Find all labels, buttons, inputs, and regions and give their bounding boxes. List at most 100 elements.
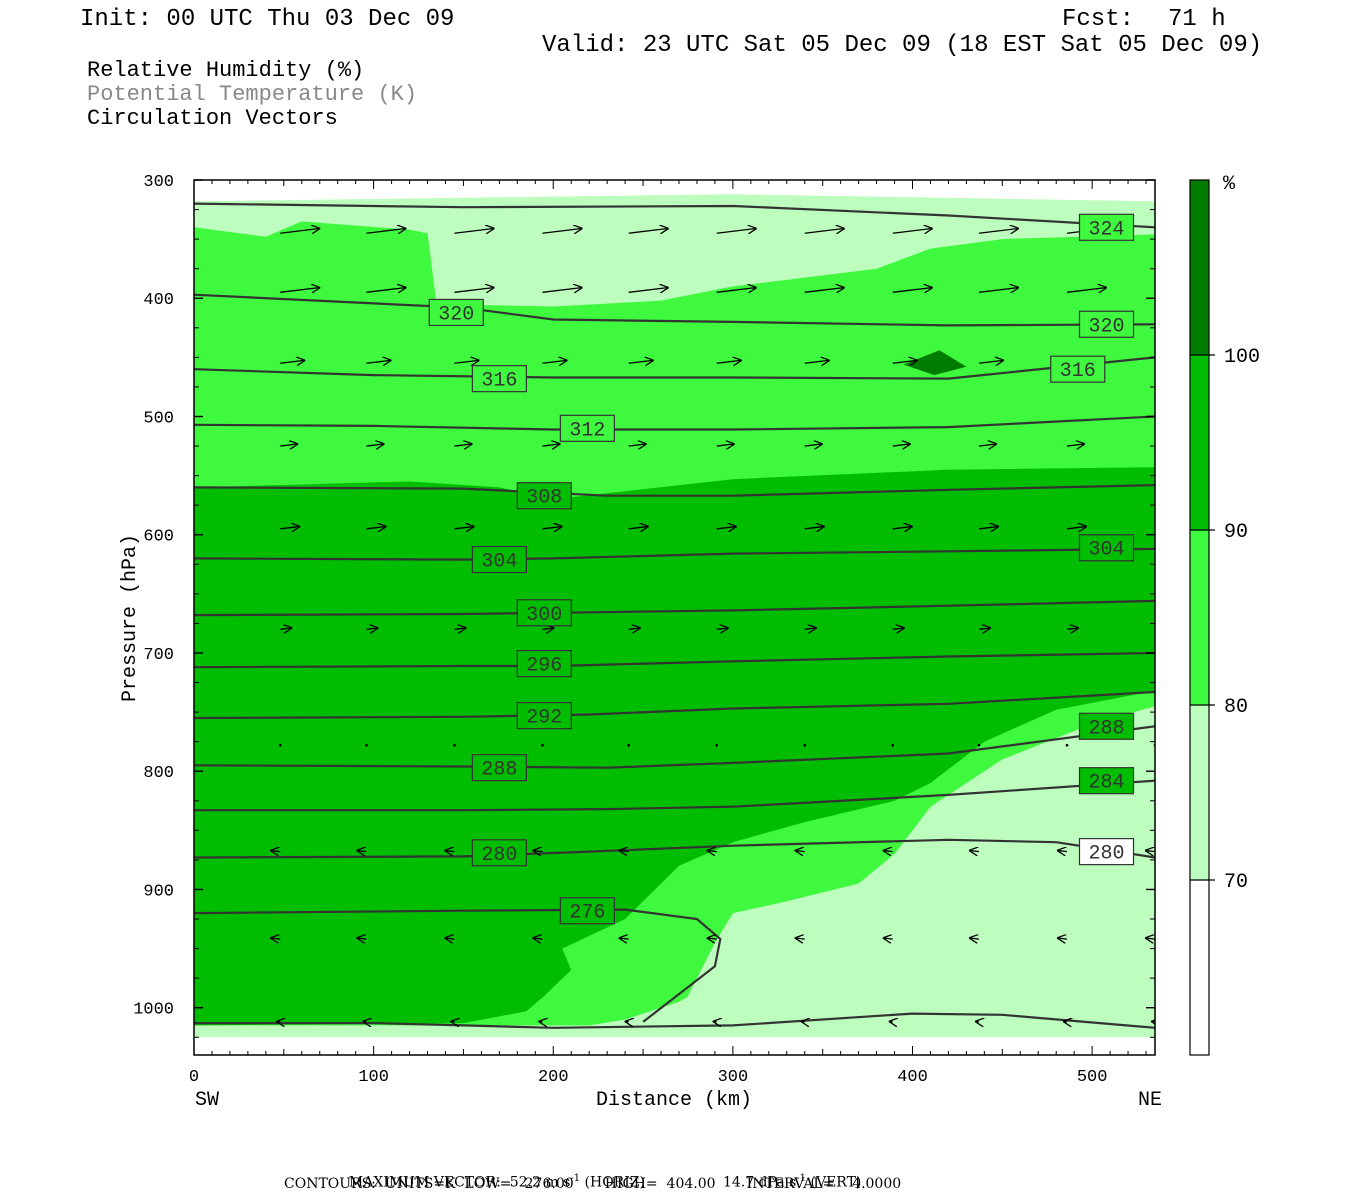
y-tick-label-900: 900 [143,882,174,901]
vector-8-2 [444,938,455,939]
theta-label-324: 324 [1078,213,1135,241]
y-tick-label-1000: 1000 [133,1001,174,1020]
vector-3-6 [804,444,823,446]
vector-1-9 [1066,288,1107,293]
vector-8-6 [795,938,805,939]
x-axis-title: Distance (km) [596,1089,752,1112]
vector-0-4 [628,228,669,233]
svg-text:296: 296 [526,655,562,678]
circulation-vectors [270,228,1155,1021]
theta-label-304: 304 [471,545,527,574]
theta-label-288: 288 [1078,712,1135,740]
theta-label-300: 300 [516,599,572,627]
colorbar-level-80: 80 [1224,696,1248,719]
vector-8-3 [532,938,543,939]
vector-7-5 [707,850,717,851]
vector-2-1 [366,360,391,363]
vector-4-9 [1066,526,1087,528]
theta-contour-labels: 324 320 320 316 316 312 308 304 304 300 296 292 288 2… [428,213,1135,925]
vector-2-10 [1154,362,1155,364]
vector-1-4 [628,288,669,293]
svg-text:304: 304 [481,551,517,574]
y-tick-label-800: 800 [143,764,174,783]
colorbar-level-90: 90 [1224,521,1248,544]
vector-0-8 [978,228,1019,233]
init-time: Init: 00 UTC Thu 03 Dec 09 [80,6,455,33]
vector-3-3 [542,444,560,446]
vector-2-2 [454,360,479,363]
vector-3-8 [978,444,997,446]
svg-text:312: 312 [569,419,605,442]
vector-6-6 [803,743,807,747]
vector-6-4 [627,743,630,747]
vector-4-5 [716,526,737,528]
theta-contour-272 [194,1012,1155,1029]
theta-contour-300 [194,599,1155,617]
vector-5-7 [892,628,905,629]
axes: 300 400 500 600 700 800 900 1000 0 100 200 300 400 50… [133,173,1155,1087]
contours-info: CONTOURS: UNITS=K LOW= 276.00 HIGH= 404.… [284,1176,902,1192]
vector-2-6 [804,360,830,363]
vector-3-7 [892,444,911,446]
theta-label-320: 320 [428,298,484,326]
vector-0-5 [716,228,757,233]
colorbar-segment-3 [1190,705,1209,880]
colorbar-unit: % [1223,173,1236,196]
vector-4-2 [454,526,474,528]
colorbar-segment-1 [1190,355,1209,530]
colorbar: 100 90 80 70 [1189,179,1260,1056]
vector-5-3 [542,628,554,629]
vector-5-5 [716,628,729,629]
theta-label-296: 296 [516,650,572,678]
theta-contour-316 [194,356,1155,380]
vector-7-3 [532,850,543,851]
theta-label-280: 280 [471,839,527,867]
svg-text:300: 300 [526,604,562,627]
plot-frame [193,179,1156,1056]
vector-7-10 [1145,850,1155,851]
vector-3-0 [280,444,298,446]
vector-6-8 [977,743,981,747]
theta-contour-288 [194,725,1155,769]
y-tick-label-700: 700 [143,646,174,665]
vector-7-1 [356,850,367,851]
vector-2-3 [542,360,567,363]
theta-label-316: 316 [1050,355,1106,383]
theta-label-304: 304 [1078,534,1135,562]
legend-rh: Relative Humidity (%) [87,58,365,83]
vector-0-3 [542,228,582,233]
theta-label-280: 280 [1078,838,1135,866]
svg-text:316: 316 [481,370,517,393]
vector-8-10 [1145,938,1155,939]
vector-2-5 [716,360,742,363]
vector-1-1 [366,288,406,293]
svg-text:320: 320 [1088,315,1124,338]
svg-text:276: 276 [569,902,605,925]
colorbar-segment-4 [1190,880,1209,1055]
vector-3-4 [628,444,647,446]
forecast-label: Fcst: [1062,6,1135,33]
vector-6-1 [365,743,368,747]
vector-7-9 [1057,850,1068,851]
theta-contour-304 [194,547,1155,561]
theta-contour-284 [194,779,1155,812]
vector-4-3 [542,526,562,528]
colorbar-segment-2 [1190,530,1209,705]
vector-7-8 [969,850,980,851]
vector-5-8 [978,628,991,629]
vector-2-0 [280,360,305,363]
theta-contour-296 [194,651,1155,669]
svg-text:304: 304 [1088,539,1124,562]
vector-4-8 [978,526,999,528]
vector-5-6 [804,628,817,629]
vector-7-4 [619,850,629,851]
y-tick-label-600: 600 [143,528,174,547]
vector-8-1 [356,938,367,939]
max-vector-line: MAXIMUM VECTOR: 52.2 m s-1 (HORIZ) 14.7 d… [348,1173,862,1191]
legend-vectors: Circulation Vectors [87,106,338,131]
vector-6-3 [541,743,544,747]
vector-4-1 [366,526,386,528]
svg-text:280: 280 [481,844,517,867]
vector-8-5 [707,938,717,939]
vector-5-4 [628,628,641,629]
